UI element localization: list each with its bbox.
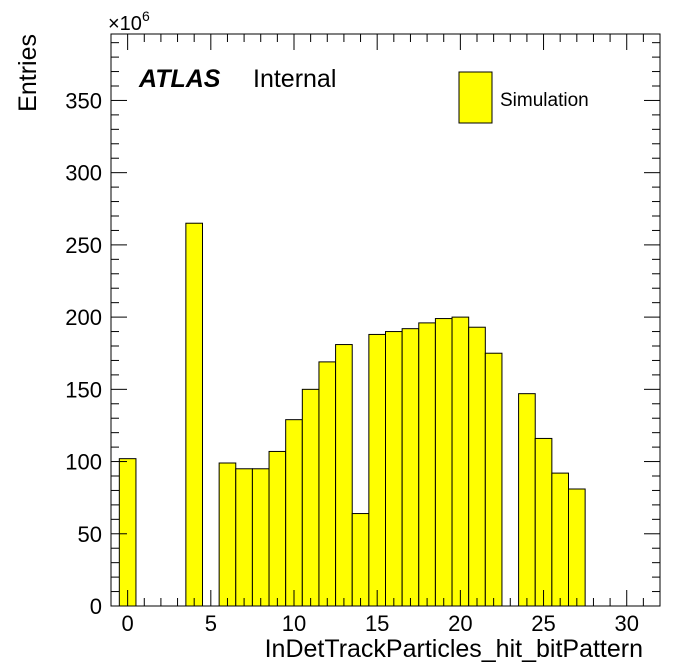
x-tick-label: 10: [282, 611, 306, 636]
y-multiplier-exponent: 6: [142, 8, 150, 24]
histogram-bar: [551, 472, 570, 607]
histogram-bar: [251, 468, 270, 607]
x-tick-label: 20: [448, 611, 472, 636]
plot-frame: [110, 33, 661, 607]
histogram-bar: [418, 322, 436, 607]
y-tick-label: 250: [65, 233, 102, 258]
x-tick-label: 30: [614, 611, 638, 636]
y-tick-label: 0: [90, 594, 102, 619]
histogram-bar: [335, 344, 353, 607]
y-tick-label: 50: [78, 522, 102, 547]
x-tick-label: 25: [531, 611, 555, 636]
y-tick-label: 200: [65, 305, 102, 330]
histogram-bar: [318, 361, 337, 607]
legend-swatch-simulation: [458, 71, 493, 124]
histogram-bar: [285, 419, 303, 607]
x-axis-title: InDetTrackParticles_hit_bitPattern: [265, 635, 643, 663]
status-label: Internal: [253, 65, 336, 93]
y-tick-label: 100: [65, 450, 102, 475]
histogram-bar: [118, 458, 137, 607]
histogram-bar: [468, 326, 486, 607]
histogram-bar: [451, 316, 470, 607]
histogram-bar: [235, 468, 253, 607]
atlas-label: ATLAS: [138, 65, 221, 93]
legend-label-simulation: Simulation: [500, 90, 589, 111]
x-tick-label: 0: [122, 611, 134, 636]
x-tick-labels: 0 5 10 15 20 25 30: [122, 611, 639, 636]
y-tick-labels: 0 50 100 150 200 250 300 350: [65, 88, 102, 619]
histogram-bar: [401, 328, 420, 607]
histogram-bar: [218, 462, 237, 607]
histogram-bar: [301, 388, 320, 607]
histogram-bar: [268, 450, 287, 607]
histogram-bar: [185, 222, 203, 607]
y-multiplier: ×106: [108, 8, 150, 35]
x-tick-label: 5: [205, 611, 217, 636]
y-tick-label: 300: [65, 161, 102, 186]
y-tick-label: 350: [65, 88, 102, 113]
histogram-bar: [434, 318, 453, 607]
x-tick-label: 15: [365, 611, 389, 636]
histogram-bar: [351, 513, 370, 607]
histogram-bar: [385, 331, 403, 607]
histogram-bar: [484, 352, 503, 607]
histogram-bars: [118, 222, 586, 607]
histogram-bar: [368, 333, 387, 607]
y-multiplier-base: ×10: [108, 13, 142, 35]
histogram-bar: [568, 488, 586, 607]
y-tick-label: 150: [65, 377, 102, 402]
y-axis-title: Entries: [14, 34, 42, 112]
histogram-bar: [534, 437, 553, 607]
histogram-bar: [518, 393, 536, 607]
